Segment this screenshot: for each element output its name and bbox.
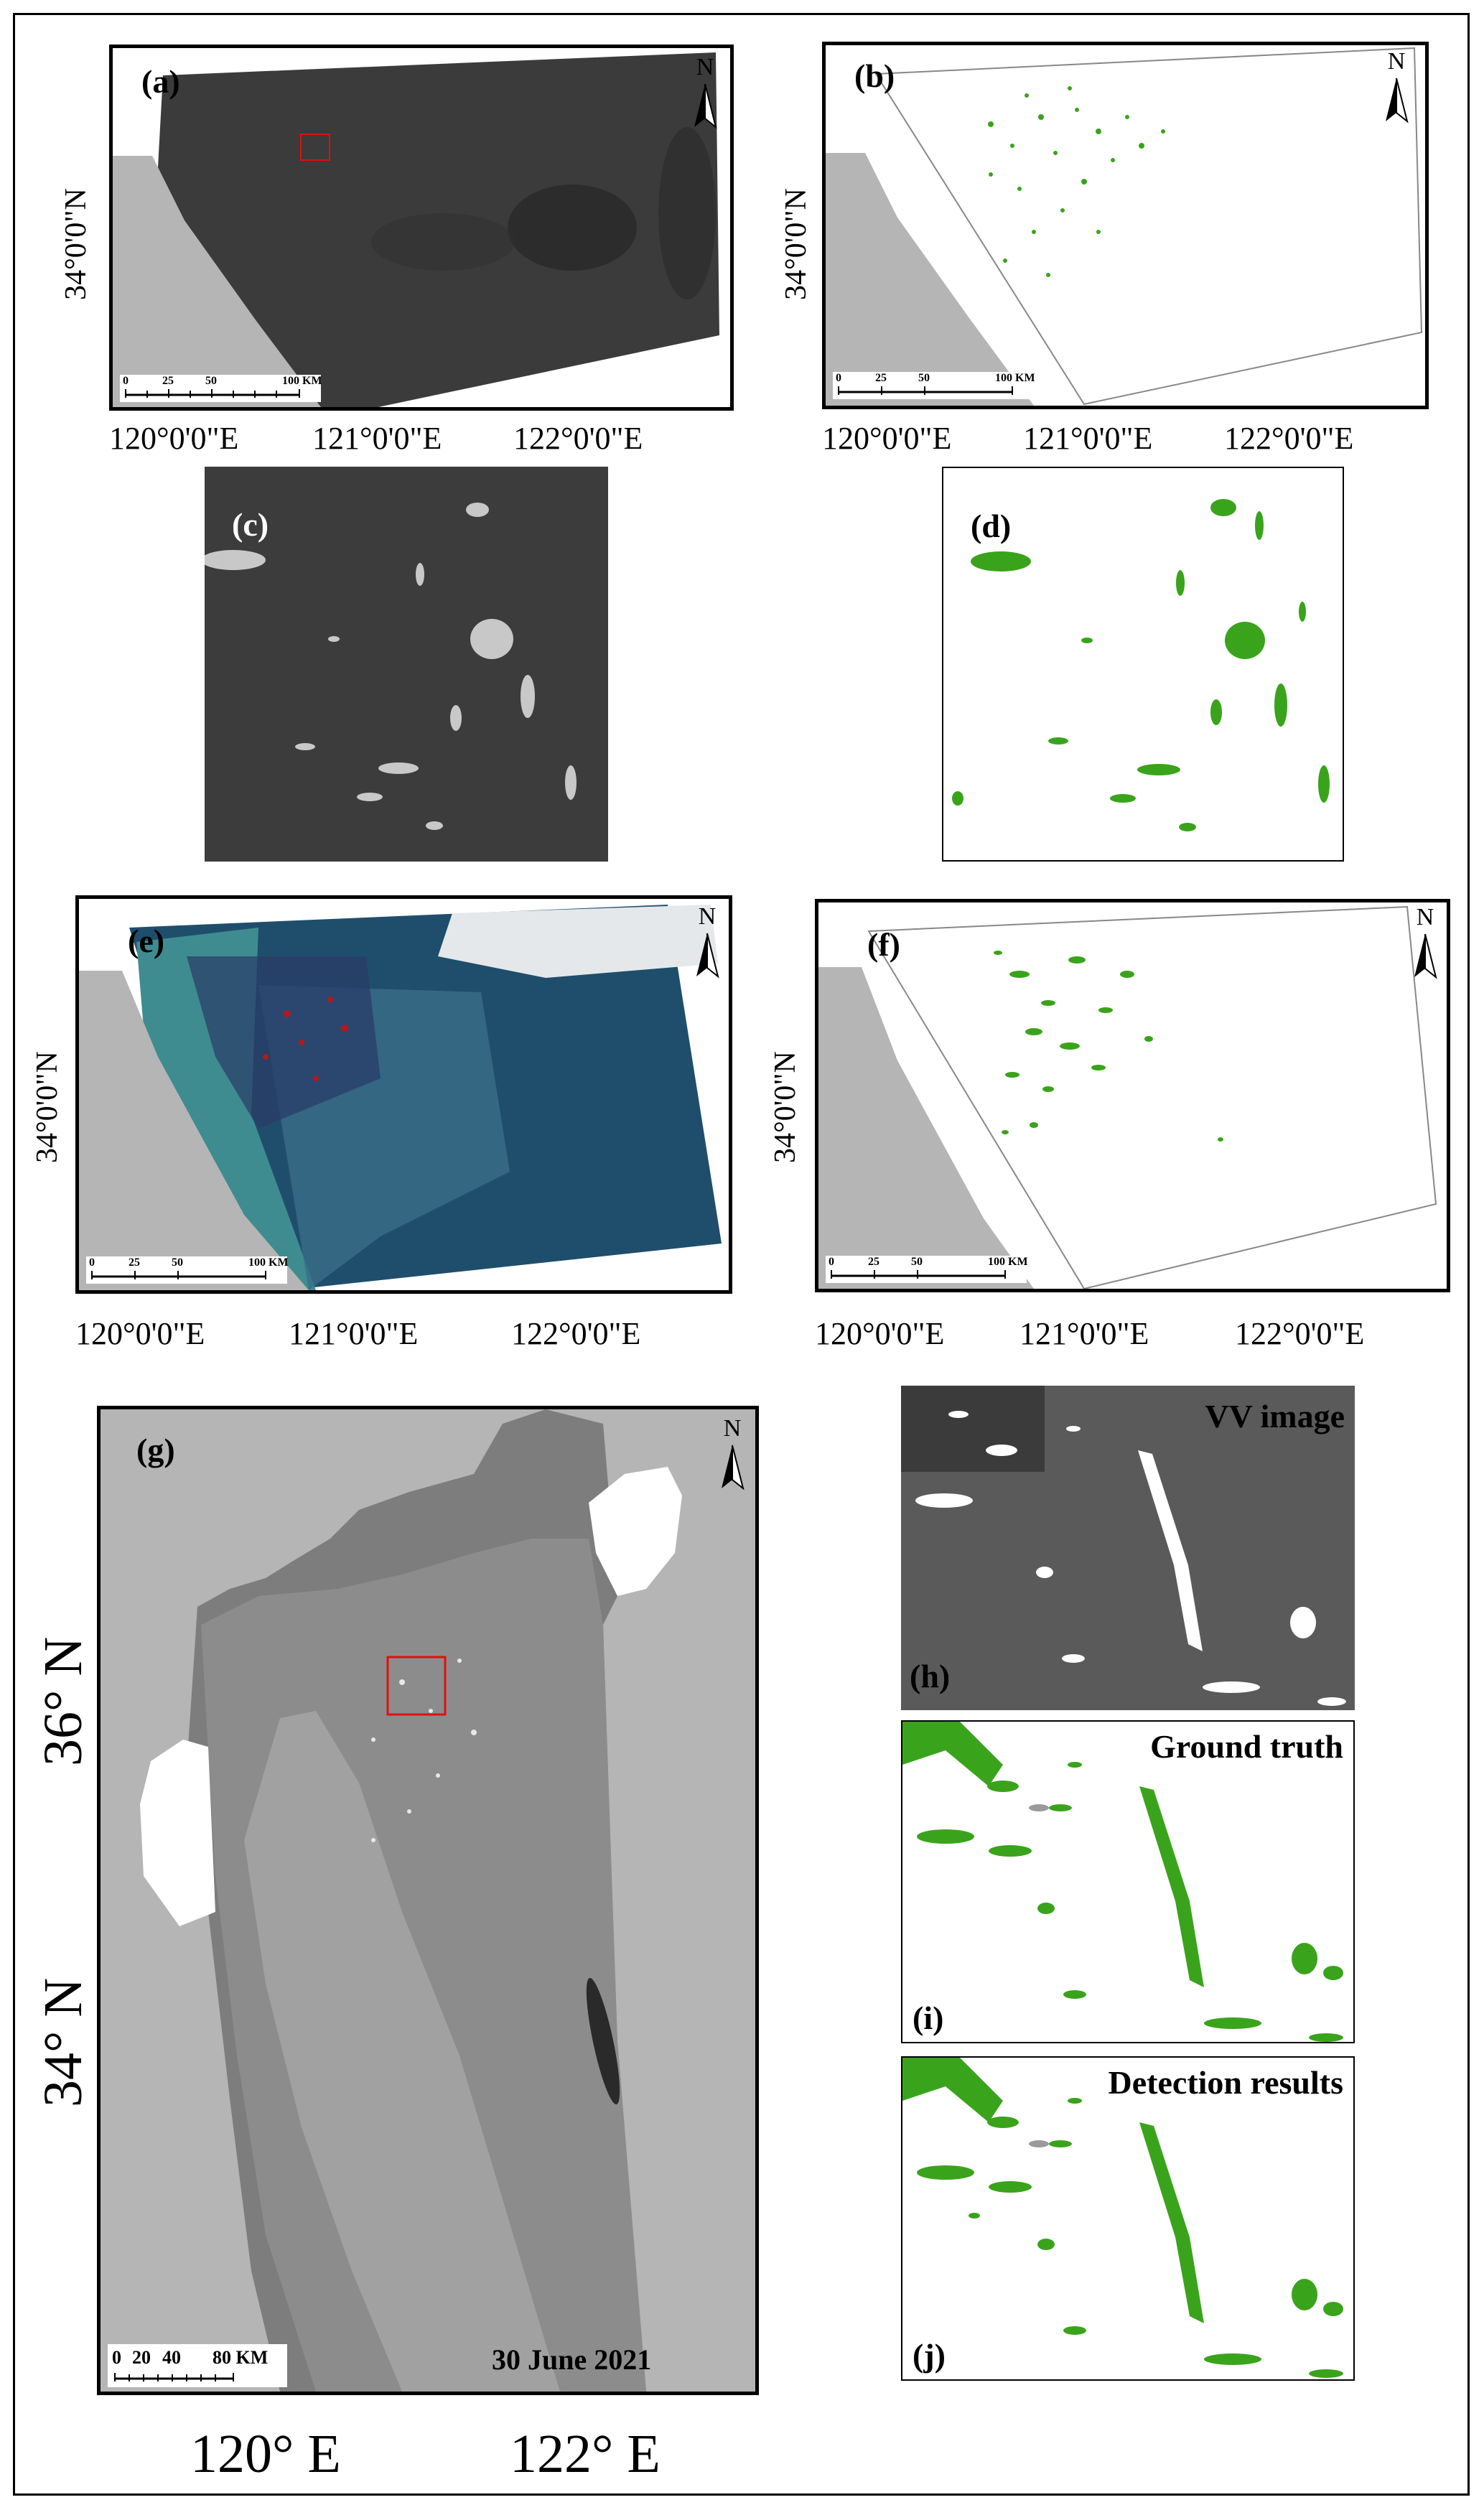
scale-tick-0: 0: [829, 1256, 834, 1268]
panel-c-label: (c): [232, 506, 269, 543]
lon-label-f-1: 120°0'0"E: [815, 1316, 945, 1351]
lon-label-e-1: 120°0'0"E: [75, 1316, 205, 1351]
scale-tick-3: 100 KM: [282, 375, 322, 387]
scale-tick-0: 0: [123, 375, 129, 387]
panel-f-label: (f): [867, 926, 900, 963]
scale-tick-2: 50: [172, 1256, 183, 1269]
panel-h-title: VV image: [1205, 1398, 1345, 1434]
panel-h-label: (h): [910, 1658, 951, 1694]
scale-tick-0: 0: [112, 2347, 121, 2368]
panel-f: (f) N 0 25 50 100 KM: [815, 899, 1450, 1292]
north-label: N: [1416, 904, 1434, 930]
panel-d-map: [952, 499, 1330, 831]
panel-h-image: [901, 1386, 1355, 1710]
panel-j-title: Detection results: [1108, 2064, 1343, 2101]
scale-tick-1: 25: [162, 375, 174, 387]
panel-e: (e) N 0 25 50 100 KM: [75, 895, 732, 1294]
lon-label-a-1: 120°0'0"E: [109, 421, 239, 456]
panel-f-map: [818, 902, 1447, 1289]
panel-c: (c): [205, 467, 608, 862]
panel-e-label: (e): [128, 923, 165, 959]
scale-bar: 0 25 50 100 KM: [833, 372, 1035, 399]
lat-label-g-36: 36° N: [33, 1636, 93, 1766]
panel-i-label: (i): [913, 2000, 944, 2036]
panel-g-date: 30 June 2021: [492, 2343, 652, 2376]
panel-g: (g) N 0 20 40 80 KM 30 June 2021: [97, 1406, 759, 2395]
panel-h: VV image (h): [901, 1386, 1355, 1710]
lat-label-g-34: 34° N: [33, 1977, 93, 2107]
north-label: N: [698, 903, 717, 930]
north-arrow-icon: N: [1407, 904, 1443, 984]
panel-d-label: (d): [971, 508, 1012, 544]
lon-label-b-3: 122°0'0"E: [1224, 421, 1354, 456]
scale-tick-3: 80 KM: [213, 2347, 269, 2368]
lon-label-f-2: 121°0'0"E: [1019, 1316, 1149, 1351]
panel-g-map: [101, 1409, 755, 2392]
panel-g-label: (g): [136, 1432, 175, 1468]
scale-bar: 0 20 40 80 KM: [108, 2344, 287, 2387]
figure-frame: [13, 13, 1470, 2496]
lon-label-g-122: 122° E: [510, 2424, 661, 2484]
scale-tick-0: 0: [836, 372, 841, 384]
scale-tick-2: 50: [918, 372, 930, 384]
scale-tick-2: 50: [911, 1256, 923, 1268]
lat-label-e: 34°0'0"N: [31, 1051, 64, 1163]
scale-tick-1: 20: [132, 2347, 151, 2368]
scale-tick-1: 25: [129, 1256, 140, 1269]
north-label: N: [1387, 48, 1406, 75]
scale-tick-0: 0: [89, 1256, 95, 1269]
lon-label-g-120: 120° E: [190, 2424, 341, 2484]
scale-bar: 0 25 50 100 KM: [86, 1256, 289, 1284]
panel-b-label: (b): [854, 57, 895, 94]
panel-i: Ground truth (i): [901, 1720, 1355, 2043]
panel-j: Detection results (j): [901, 2056, 1355, 2381]
panel-i-title: Ground truth: [1150, 1728, 1343, 1765]
lon-label-e-2: 121°0'0"E: [289, 1316, 419, 1351]
panel-a-label: (a): [141, 63, 180, 100]
lon-label-e-3: 122°0'0"E: [511, 1316, 641, 1351]
lat-label-f: 34°0'0"N: [769, 1051, 802, 1163]
scale-tick-1: 25: [868, 1256, 879, 1268]
lon-label-a-2: 121°0'0"E: [312, 421, 442, 456]
lon-label-b-1: 120°0'0"E: [822, 421, 952, 456]
scale-bar: 0 25 50 100 KM: [826, 1256, 1028, 1283]
panel-i-map: [902, 1722, 1343, 2042]
panel-a-map: [113, 48, 730, 407]
north-arrow-icon: N: [687, 54, 723, 134]
panel-j-map: [902, 2058, 1343, 2378]
north-arrow-icon: N: [714, 1415, 750, 1496]
panel-d: (d): [942, 467, 1344, 862]
scale-tick-3: 100 KM: [995, 372, 1035, 384]
north-label: N: [696, 54, 714, 80]
panel-a: (a) N 0 25 50 100 KM: [109, 45, 734, 411]
north-label: N: [723, 1415, 742, 1442]
panel-b: (b) N 0 25 50 100 KM: [822, 42, 1429, 409]
north-arrow-icon: N: [1378, 48, 1414, 129]
scale-tick-2: 40: [162, 2347, 181, 2368]
scale-bar: 0 25 50 100 KM: [120, 375, 322, 402]
scale-tick-3: 100 KM: [248, 1256, 289, 1269]
panel-b-map: [826, 45, 1425, 406]
lon-label-f-3: 122°0'0"E: [1235, 1316, 1365, 1351]
scale-tick-1: 25: [875, 372, 887, 384]
panel-c-image: [205, 467, 608, 862]
scale-tick-3: 100 KM: [988, 1256, 1028, 1268]
panel-j-label: (j): [913, 2337, 946, 2374]
lat-label-b: 34°0'0"N: [780, 188, 813, 300]
lon-label-a-3: 122°0'0"E: [513, 421, 643, 456]
lon-label-b-2: 121°0'0"E: [1023, 421, 1153, 456]
panel-e-map: [79, 899, 729, 1290]
lat-label-a: 34°0'0"N: [60, 188, 93, 300]
north-arrow-icon: N: [689, 903, 725, 984]
scale-tick-2: 50: [205, 375, 217, 387]
